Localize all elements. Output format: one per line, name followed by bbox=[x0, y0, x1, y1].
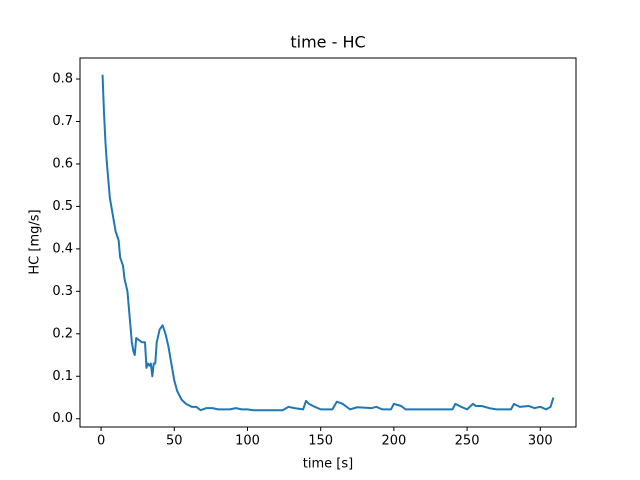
axes-frame bbox=[79, 57, 577, 428]
y-tick-label: 0.2 bbox=[52, 326, 73, 341]
chart-title: time - HC bbox=[290, 33, 365, 52]
x-tick-label: 200 bbox=[381, 434, 406, 449]
x-axis-label: time [s] bbox=[303, 457, 353, 472]
x-tick-label: 250 bbox=[455, 434, 480, 449]
data-line bbox=[101, 74, 555, 412]
y-tick-label: 0.4 bbox=[52, 241, 73, 256]
y-tick-label: 0.8 bbox=[52, 72, 73, 87]
y-tick-label: 0.3 bbox=[52, 284, 73, 299]
y-tick-label: 0.0 bbox=[52, 411, 73, 426]
y-tick-label: 0.7 bbox=[52, 114, 73, 129]
x-tick-label: 150 bbox=[308, 434, 333, 449]
x-tick-label: 50 bbox=[166, 434, 183, 449]
y-tick-label: 0.5 bbox=[52, 199, 73, 214]
y-tick-label: 0.6 bbox=[52, 156, 73, 171]
x-tick-label: 300 bbox=[528, 434, 553, 449]
x-tick-label: 0 bbox=[97, 434, 105, 449]
y-axis-label: HC [mg/s] bbox=[28, 209, 43, 274]
y-tick-label: 0.1 bbox=[52, 369, 73, 384]
x-tick-label: 100 bbox=[235, 434, 260, 449]
